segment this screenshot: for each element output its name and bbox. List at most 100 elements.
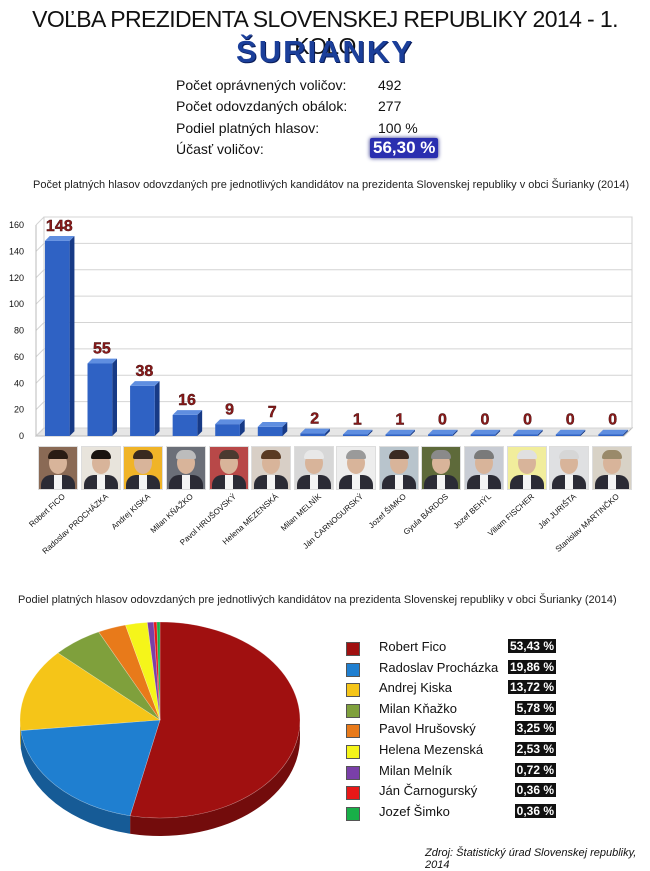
- legend-item: Milan Kňažko 5,78 %: [346, 700, 556, 720]
- legend-label: Helena Mezenská: [379, 742, 484, 757]
- legend-percent: 0,36 %: [514, 783, 556, 798]
- bar-value-label: 0: [438, 412, 447, 429]
- bar: [470, 429, 501, 436]
- stat-label-valid: Podiel platných hlasov:: [176, 120, 320, 136]
- bar: [172, 410, 203, 436]
- pie-slice: [147, 621, 161, 721]
- pie-slice: [20, 719, 161, 817]
- legend-swatch: [346, 642, 360, 656]
- bar: [555, 429, 586, 436]
- legend-swatch: [346, 786, 360, 801]
- pie-chart: [19, 621, 301, 836]
- legend-percent: 53,43 %: [507, 639, 556, 653]
- bar: [257, 421, 288, 436]
- plot-floor: [34, 427, 634, 437]
- source-note: Zdroj: Štatistický úrad Slovenskej repub…: [425, 847, 637, 871]
- legend-swatch: [346, 806, 360, 821]
- bar-value-label: 1: [353, 412, 362, 429]
- pie-slice: [129, 621, 301, 819]
- bar-value-label: 16: [178, 392, 196, 409]
- y-tick-label: 80: [14, 326, 24, 336]
- legend-label: Pavol Hrušovský: [379, 721, 476, 737]
- pie-slice: [125, 622, 161, 721]
- legend-item: Ján Čarnogurský 0,36 %: [346, 782, 556, 802]
- bar: [130, 381, 160, 436]
- pie-slice: [57, 631, 161, 721]
- legend-item: Milan Melník 0,72 %: [346, 762, 556, 782]
- bar-value-label: 0: [523, 412, 532, 429]
- legend-item: Robert Fico 53,43 %: [346, 638, 556, 658]
- stat-label-eligible: Počet oprávnených voličov:: [176, 77, 347, 93]
- legend-percent: 2,53 %: [514, 742, 556, 756]
- bar-value-label: 148: [46, 218, 73, 235]
- legend-label: Ján Čarnogurský: [379, 783, 478, 799]
- stat-value-valid: 100 %: [378, 120, 418, 136]
- candidate-photo: [336, 446, 377, 490]
- x-tick-label: Milan KŇAŽKO: [148, 492, 196, 535]
- pie-slice-side: [130, 720, 300, 836]
- legend-item: Pavol Hrušovský 3,25 %: [346, 720, 556, 740]
- legend-label: Andrej Kiska: [379, 680, 452, 696]
- pie-slice: [19, 652, 161, 731]
- bar: [300, 428, 330, 436]
- bar: [87, 358, 118, 436]
- candidate-photo: [38, 446, 79, 490]
- legend-percent: 0,72 %: [514, 762, 556, 777]
- legend-item: Andrej Kiska 13,72 %: [346, 679, 556, 699]
- pie-slice-side: [20, 730, 131, 834]
- grid-line-diag: [35, 348, 45, 358]
- legend-swatch: [346, 662, 360, 677]
- candidate-photo: [421, 446, 462, 490]
- legend-item: Jozef Šimko 0,36 %: [346, 803, 556, 823]
- y-tick-label: 160: [9, 220, 24, 230]
- legend-label: Robert Fico: [379, 639, 447, 654]
- candidate-photo: [506, 446, 547, 490]
- pie-chart-title: Podiel platných hlasov odovzdaných pre j…: [18, 594, 617, 606]
- x-tick-label: Stanislav MARTINČKO: [553, 492, 621, 554]
- village-name: ŠURIANKY: [236, 34, 414, 69]
- grid-line-diag: [35, 401, 45, 410]
- grid-line-diag: [35, 427, 45, 437]
- candidate-photo: [166, 446, 206, 490]
- bar: [513, 429, 543, 436]
- stat-value-turnout: 56,30 %: [370, 138, 439, 158]
- x-tick-label: Ján ČARNOGURSKÝ: [301, 492, 366, 551]
- grid-line-diag: [35, 374, 45, 384]
- legend-item: Radoslav Procházka 19,86 %: [346, 659, 556, 679]
- y-tick-label: 140: [9, 246, 24, 256]
- y-tick-label: 0: [19, 431, 24, 441]
- legend-percent: 19,86 %: [507, 659, 556, 674]
- bar: [598, 429, 628, 436]
- legend-percent: 3,25 %: [514, 721, 556, 736]
- y-tick-label: 20: [14, 405, 24, 415]
- bar-value-label: 0: [481, 412, 490, 429]
- y-tick-label: 120: [9, 273, 24, 283]
- legend-label: Milan Kňažko: [379, 700, 458, 716]
- legend-label: Jozef Šimko: [379, 803, 450, 819]
- bar-value-label: 2: [310, 411, 319, 428]
- candidate-photo: [123, 446, 164, 490]
- pie-slice: [156, 621, 161, 721]
- bar: [342, 429, 373, 436]
- candidate-photo: [251, 446, 292, 490]
- stat-value-eligible: 492: [378, 77, 402, 93]
- bar: [44, 236, 75, 436]
- legend-swatch: [346, 745, 360, 759]
- candidate-photo: [208, 446, 249, 490]
- bar-value-label: 9: [225, 401, 234, 418]
- stat-label-turnout: Účasť voličov:: [176, 141, 264, 157]
- candidate-photo: [464, 446, 504, 490]
- legend-item: Helena Mezenská 2,53 %: [346, 741, 556, 761]
- bar-value-label: 38: [136, 363, 154, 380]
- legend-percent: 0,36 %: [514, 803, 556, 818]
- bar-value-label: 1: [395, 412, 404, 429]
- grid-line-diag: [35, 295, 45, 305]
- x-tick-label: Jozef BEHÝL: [451, 492, 494, 531]
- legend-label: Milan Melník: [379, 762, 452, 778]
- bar: [385, 429, 416, 436]
- pie-slice: [153, 621, 161, 721]
- legend-swatch: [346, 683, 360, 698]
- bar: [428, 429, 458, 436]
- y-tick-label: 40: [14, 378, 24, 388]
